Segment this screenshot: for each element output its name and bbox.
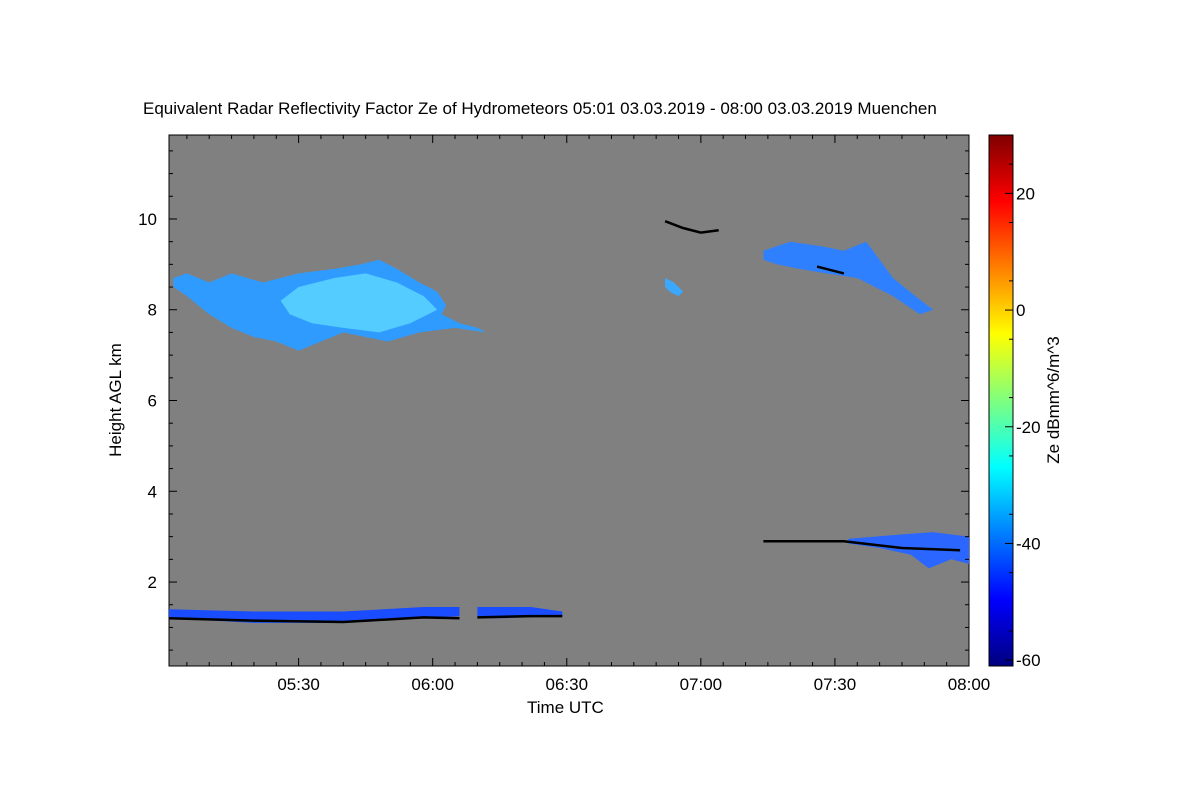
colorbar-tick-label: 20: [1016, 184, 1035, 203]
reflectivity-features: [169, 241, 969, 623]
cloud-trace-upper-right: [816, 265, 845, 275]
colorbar-tick-label: -40: [1016, 534, 1041, 553]
cloud-base-trace-low-mid: [477, 614, 563, 619]
x-tick-label: 06:30: [545, 675, 588, 694]
cloud-top-trace-upper: [664, 220, 719, 234]
y-tick-label: 2: [148, 573, 157, 592]
y-tick-label: 4: [148, 482, 157, 501]
low-cloud-layer-right: [848, 532, 969, 569]
x-tick-label: 07:30: [814, 675, 857, 694]
colorbar-ticks: 20 0 -20 -40 -60: [1005, 163, 1041, 670]
y-tick-label: 10: [138, 210, 157, 229]
plot-background: [168, 134, 970, 667]
cloud-edge-traces: [168, 220, 961, 624]
colorbar: [988, 134, 1014, 667]
x-axis-label: Time UTC: [527, 698, 604, 717]
upper-cloud-core-left: [280, 273, 438, 333]
upper-cloud-layer-right: [763, 241, 934, 315]
y-axis-ticks: 2 4 6 8 10: [138, 150, 969, 651]
y-tick-label: 8: [148, 301, 157, 320]
colorbar-tick-label: -60: [1016, 651, 1041, 670]
x-tick-label: 05:30: [277, 675, 320, 694]
colorbar-tick-label: -20: [1016, 418, 1041, 437]
cloud-base-trace-low-right: [763, 539, 961, 552]
cloud-base-trace-low-left: [168, 616, 460, 624]
x-axis-ticks: 05:30 06:00 06:30 07:00 07:30 08:00: [186, 135, 991, 694]
upper-cloud-fragment: [665, 278, 683, 297]
x-tick-label: 06:00: [411, 675, 454, 694]
x-tick-label: 07:00: [680, 675, 723, 694]
colorbar-tick-label: 0: [1016, 301, 1025, 320]
x-tick-label: 08:00: [948, 675, 991, 694]
chart-title: Equivalent Radar Reflectivity Factor Ze …: [143, 99, 937, 118]
y-tick-label: 6: [148, 392, 157, 411]
